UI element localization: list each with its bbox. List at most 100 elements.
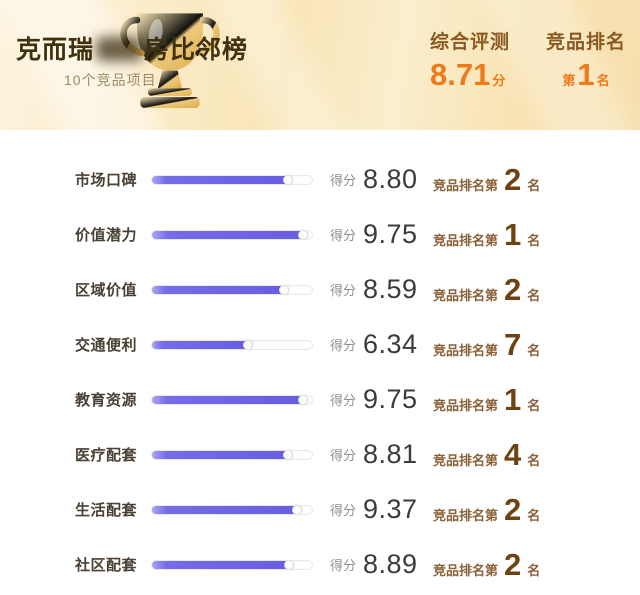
score-label: 得分	[330, 283, 357, 298]
score-row: 区域价值 得分 8.59 竞品排名第 2 名	[0, 262, 640, 317]
score-label: 得分	[330, 228, 357, 243]
score-bar-fill	[152, 449, 293, 460]
rank-number: 7	[504, 327, 522, 362]
rank-number: 2	[504, 492, 522, 527]
score-bar-track	[151, 449, 313, 460]
score-row: 价值潜力 得分 9.75 竞品排名第 1 名	[0, 207, 640, 262]
score-label: 得分	[330, 173, 357, 188]
score-bar-fill	[152, 504, 302, 515]
score-bar-track	[151, 504, 313, 515]
category-label: 市场口碑	[75, 172, 138, 189]
score-bar-fill	[152, 339, 254, 350]
rank-unit: 名	[527, 343, 541, 358]
rank-number: 2	[504, 547, 522, 582]
score-list: 市场口碑 得分 8.80 竞品排名第 2 名 价值潜力 得分 9.75 竞品排名…	[0, 130, 640, 592]
redacted-text-blur	[96, 37, 143, 61]
rank-unit: 名	[527, 453, 541, 468]
score-row: 交通便利 得分 6.34 竞品排名第 7 名	[0, 317, 640, 372]
rank-number: 2	[504, 162, 522, 197]
score-value: 9.75	[363, 219, 418, 249]
rank-group: 竞品排名第 2 名	[433, 164, 540, 195]
title-suffix: 房比邻榜	[144, 36, 249, 64]
overall-rank-unit: 名	[596, 73, 610, 88]
score-value: 6.34	[363, 329, 418, 359]
score-value: 9.75	[363, 384, 418, 414]
score-row: 医疗配套 得分 8.81 竞品排名第 4 名	[0, 427, 640, 482]
rank-group: 竞品排名第 1 名	[433, 219, 540, 250]
rank-unit: 名	[527, 563, 541, 578]
score-label: 得分	[330, 448, 357, 463]
rank-group: 竞品排名第 2 名	[433, 274, 540, 305]
rank-prefix: 竞品排名第	[433, 398, 499, 413]
score-value: 9.37	[363, 494, 418, 524]
overall-rank-label: 竞品排名	[545, 32, 626, 53]
score-value: 8.81	[363, 439, 418, 469]
score-bar-track	[151, 174, 313, 185]
header: 克而瑞 房比邻榜 10个竞品项目 综合评测 8.71 分 竞品排名 第 1 名	[0, 0, 640, 130]
rank-number: 1	[504, 382, 522, 417]
overall-rank-prefix: 第	[562, 73, 576, 88]
score-bar-fill	[152, 559, 295, 570]
category-label: 区域价值	[75, 282, 138, 299]
trophy-icon	[104, 0, 236, 130]
score-bar-knob	[282, 449, 293, 460]
rank-prefix: 竞品排名第	[433, 288, 499, 303]
score-row: 市场口碑 得分 8.80 竞品排名第 2 名	[0, 152, 640, 207]
overall-score-unit: 分	[492, 73, 506, 88]
rank-group: 竞品排名第 7 名	[433, 329, 540, 360]
score-bar-fill	[152, 229, 308, 240]
rank-group: 竞品排名第 2 名	[433, 494, 540, 525]
score-label: 得分	[330, 558, 357, 573]
score-value: 8.59	[363, 274, 418, 304]
score-bar-knob	[282, 174, 293, 185]
score-bar-fill	[152, 174, 293, 185]
rank-prefix: 竞品排名第	[433, 178, 499, 193]
rank-unit: 名	[527, 233, 541, 248]
category-label: 交通便利	[75, 337, 138, 354]
rank-prefix: 竞品排名第	[433, 233, 499, 248]
rank-unit: 名	[527, 288, 541, 303]
overall-score-block: 综合评测 8.71 分	[430, 27, 510, 90]
score-value: 8.80	[363, 164, 418, 194]
rank-unit: 名	[527, 178, 541, 193]
rank-group: 竞品排名第 2 名	[433, 549, 540, 580]
score-bar-track	[151, 284, 313, 295]
rank-group: 竞品排名第 4 名	[433, 439, 540, 470]
score-bar-knob	[279, 284, 290, 295]
rank-prefix: 竞品排名第	[433, 343, 499, 358]
score-bar-track	[151, 339, 313, 350]
overall-score-value: 8.71	[429, 57, 491, 92]
score-value: 8.89	[363, 549, 418, 579]
category-label: 生活配套	[75, 502, 138, 519]
score-bar-track	[151, 394, 313, 405]
score-row: 生活配套 得分 9.37 竞品排名第 2 名	[0, 482, 640, 537]
overall-rank-value: 1	[577, 57, 595, 92]
rank-prefix: 竞品排名第	[433, 508, 499, 523]
score-row: 社区配套 得分 8.89 竞品排名第 2 名	[0, 537, 640, 592]
score-label: 得分	[330, 338, 357, 353]
score-bar-knob	[298, 229, 308, 240]
rank-group: 竞品排名第 1 名	[433, 384, 540, 415]
score-label: 得分	[330, 503, 357, 518]
score-bar-fill	[152, 284, 290, 295]
title-prefix: 克而瑞	[16, 36, 95, 64]
overall-score-label: 综合评测	[429, 32, 510, 53]
score-bar-track	[151, 559, 313, 570]
score-bar-knob	[298, 394, 308, 405]
page-title: 克而瑞 房比邻榜	[16, 30, 248, 66]
rank-prefix: 竞品排名第	[433, 453, 499, 468]
rank-unit: 名	[527, 398, 541, 413]
rank-number: 4	[504, 437, 522, 472]
score-bar-fill	[152, 394, 308, 405]
category-label: 价值潜力	[75, 227, 138, 244]
score-row: 教育资源 得分 9.75 竞品排名第 1 名	[0, 372, 640, 427]
score-bar-knob	[291, 504, 302, 515]
overall-rank-block: 竞品排名 第 1 名	[546, 27, 626, 90]
rank-prefix: 竞品排名第	[433, 563, 499, 578]
score-bar-knob	[243, 339, 254, 350]
category-label: 医疗配套	[75, 447, 138, 464]
rank-number: 2	[504, 272, 522, 307]
score-bar-knob	[284, 559, 295, 570]
score-bar-track	[151, 229, 313, 240]
